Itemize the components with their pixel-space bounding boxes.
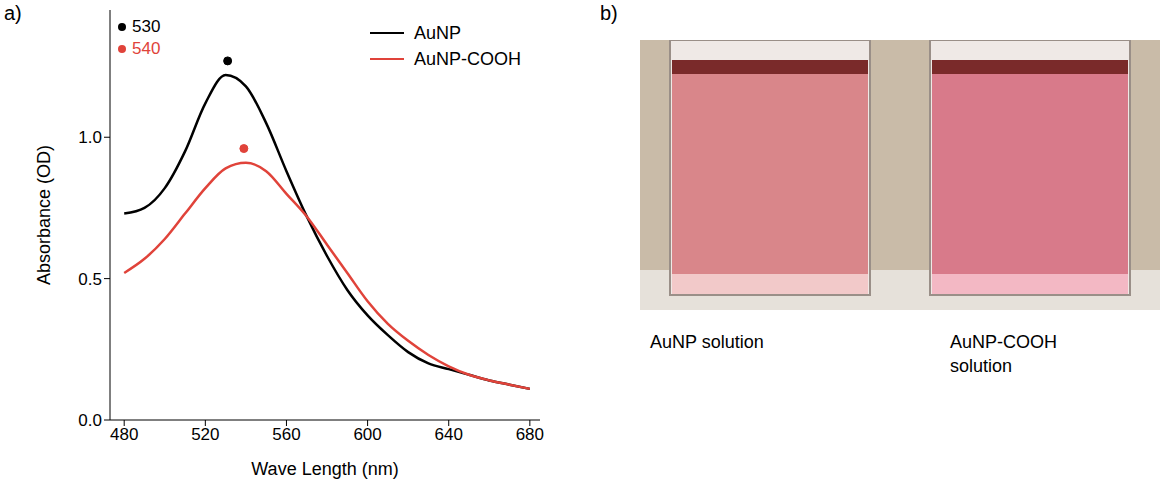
svg-text:1.0: 1.0 [78,128,102,147]
svg-text:Wave Length (nm): Wave Length (nm) [251,459,398,479]
svg-text:480: 480 [110,425,138,444]
html-text:530: 530 [132,17,161,36]
html-text:AuNP solution: AuNP solution [650,332,764,352]
svg-text:0.0: 0.0 [78,411,102,430]
svg-text:640: 640 [435,425,463,444]
html-text:AuNP-COOH solution: AuNP-COOH solution [950,332,1057,376]
html-text:AuNP: AuNP [414,23,461,43]
html-text:540: 540 [132,39,161,58]
svg-text:600: 600 [353,425,381,444]
html-text:AuNP-COOH: AuNP-COOH [414,49,521,69]
svg-text:560: 560 [272,425,300,444]
html-text:b): b) [600,2,618,24]
svg-text:0.5: 0.5 [78,270,102,289]
html-text:a): a) [4,2,22,24]
svg-text:680: 680 [516,425,544,444]
svg-text:Absorbance (OD): Absorbance (OD) [34,145,54,285]
svg-text:520: 520 [191,425,219,444]
